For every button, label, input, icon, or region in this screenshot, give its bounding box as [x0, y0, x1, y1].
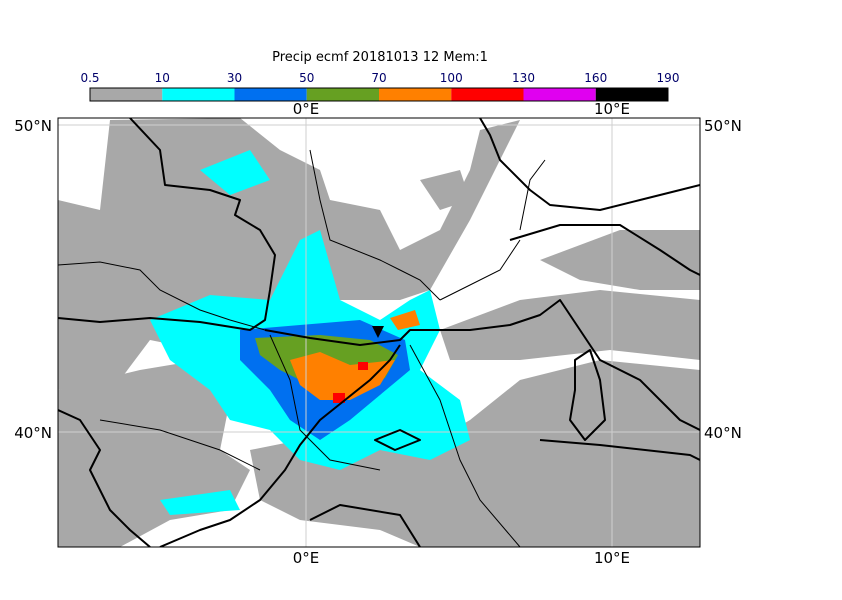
coastlines	[58, 118, 700, 547]
colorbar-label: 70	[371, 71, 386, 85]
colorbar-label: 10	[155, 71, 170, 85]
colorbar-swatch	[234, 88, 307, 101]
colorbar-label: 130	[512, 71, 535, 85]
colorbar-swatch	[451, 88, 524, 101]
colorbar-label: 0.5	[80, 71, 99, 85]
colorbar-label: 100	[440, 71, 463, 85]
lon-label: 0°E	[293, 100, 320, 118]
colorbar-swatch	[523, 88, 596, 101]
lat-label: 50°N	[14, 117, 52, 135]
colorbar-outline	[89, 87, 669, 102]
colorbar: 0.5 10 30 50 70 100 130 160 190	[80, 71, 680, 102]
lon-label: 0°E	[293, 549, 320, 567]
lat-label: 40°N	[14, 424, 52, 442]
colorbar-swatch	[306, 88, 379, 101]
lon-label: 10°E	[594, 100, 630, 118]
map-title: Precip ecmf 20181013 12 Mem:1	[272, 50, 488, 65]
colorbar-swatch	[162, 88, 235, 101]
colorbar-swatch	[595, 88, 668, 101]
borders	[58, 149, 546, 547]
colorbar-swatch	[379, 88, 452, 101]
lat-label: 40°N	[704, 424, 742, 442]
lat-label: 50°N	[704, 117, 742, 135]
colorbar-swatch	[90, 88, 163, 101]
colorbar-label: 160	[584, 71, 607, 85]
map-frame	[57, 117, 701, 548]
colorbar-label: 30	[227, 71, 242, 85]
lon-label: 10°E	[594, 549, 630, 567]
map-area	[58, 118, 700, 547]
precip-heavy	[150, 150, 470, 515]
colorbar-label: 190	[657, 71, 680, 85]
colorbar-label: 50	[299, 71, 314, 85]
